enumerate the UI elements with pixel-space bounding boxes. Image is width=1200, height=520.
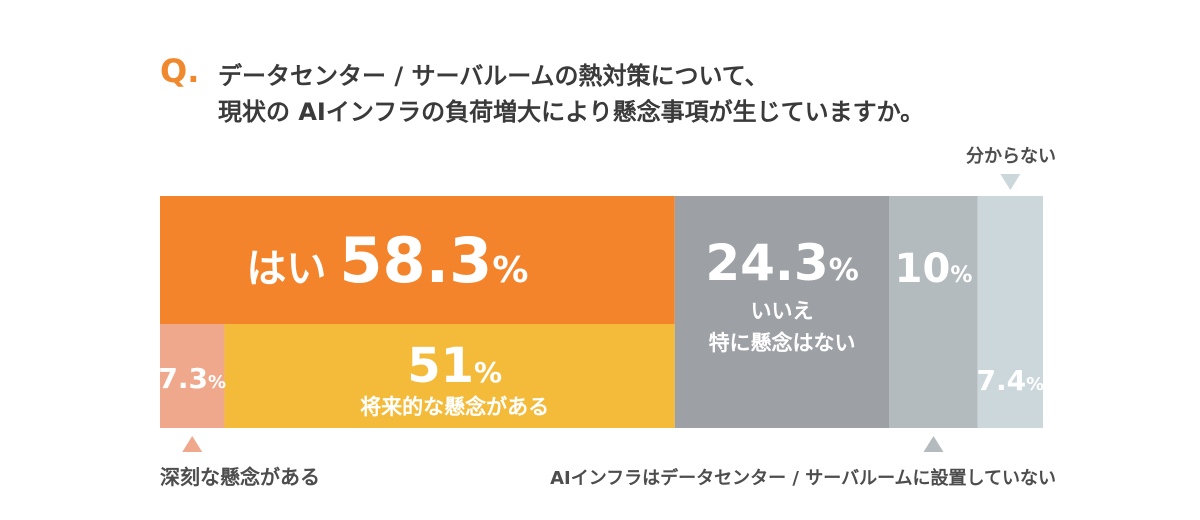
value-label-serious: 7.3%	[158, 362, 226, 395]
bar-segment-yes	[160, 196, 675, 324]
bar-segment-no	[674, 196, 890, 428]
question-mark: Q.	[160, 52, 200, 90]
segment-label-future: 将来的な懸念がある	[360, 395, 549, 419]
segment-label-no-line2: 特に懸念はない	[709, 331, 856, 355]
value-label-no: 24.3%	[705, 234, 858, 292]
annotation-label-unknown: 分からない	[966, 146, 1056, 167]
value-label-yes: はい 58.3%	[246, 224, 528, 297]
bar-segment-not-installed	[889, 196, 978, 428]
pointer-serious	[182, 436, 203, 452]
pointer-not-installed	[923, 436, 944, 452]
bar-segment-unknown	[977, 196, 1043, 428]
question-text-line1: データセンター / サーバルームの熱対策について、	[218, 62, 769, 90]
question-text-line2: 現状の AIインフラの負荷増大により懸念事項が生じていますか。	[218, 98, 925, 126]
value-label-not-installed: 10%	[895, 246, 973, 292]
value-label-unknown: 7.4%	[977, 364, 1045, 397]
segment-label-no-line1: いいえ	[751, 299, 814, 323]
bar-subsegment-serious	[160, 324, 225, 428]
value-label-future: 51%	[407, 338, 502, 394]
annotation-label-not-installed: AIインフラはデータセンター / サーバルームに設置していない	[550, 467, 1056, 489]
pointer-unknown	[1000, 174, 1021, 190]
bar-subsegment-future	[224, 324, 675, 428]
annotation-label-serious: 深刻な懸念がある	[160, 465, 320, 489]
